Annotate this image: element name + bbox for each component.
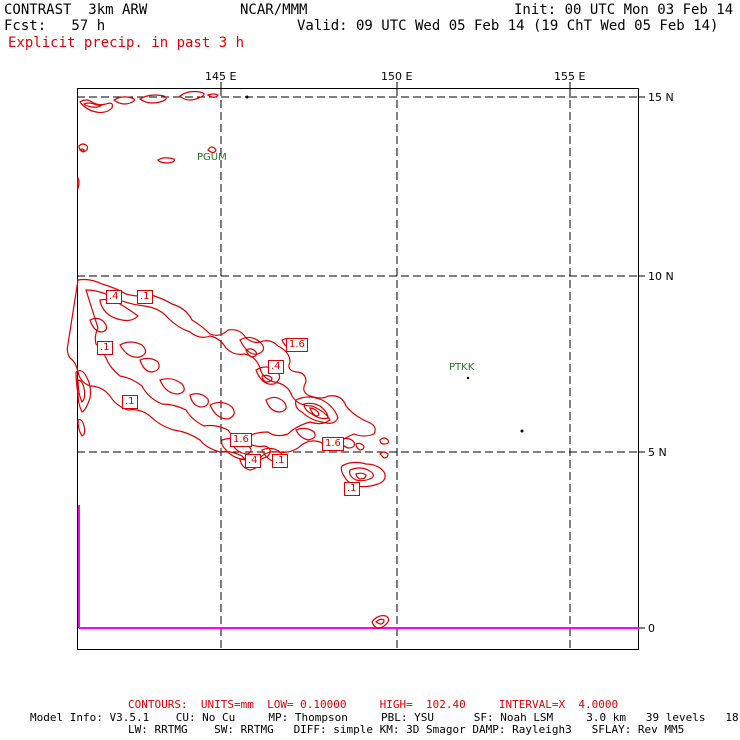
lat-label-0: 0	[648, 622, 655, 635]
lat-label-15: 15 N	[648, 91, 674, 104]
lat-label-5: 5 N	[648, 446, 667, 459]
contour-label: 1.6	[286, 338, 308, 352]
field-title: Explicit precip. in past 3 h	[8, 35, 245, 51]
model-info-physics: LW: RRTMG SW: RRTMG DIFF: simple KM: 3D …	[128, 723, 685, 736]
contour-info: CONTOURS: UNITS=mm LOW= 0.10000 HIGH= 10…	[128, 698, 619, 711]
graticule	[77, 88, 639, 650]
contour-label: .1	[137, 290, 153, 304]
lon-label-145: 145 E	[205, 70, 237, 83]
precip-contours	[66, 90, 390, 629]
lat-label-10: 10 N	[648, 270, 674, 283]
lon-label-155: 155 E	[554, 70, 586, 83]
contour-label: .4	[268, 360, 284, 374]
init-time: Init: 00 UTC Mon 03 Feb 14	[514, 2, 734, 18]
land-markers	[245, 95, 524, 433]
model-title: CONTRAST 3km ARW	[4, 2, 148, 18]
axis-ticks	[220, 82, 645, 629]
station-pgum: PGUM	[197, 152, 227, 163]
lon-label-150: 150 E	[381, 70, 413, 83]
forecast-hour: Fcst: 57 h	[4, 18, 106, 34]
station-ptkk: PTKK	[449, 362, 475, 373]
contour-label: 1.6	[322, 437, 344, 451]
map-frame	[77, 88, 639, 650]
contour-label: 1.6	[230, 433, 252, 447]
contour-label: .1	[272, 454, 288, 468]
valid-time: Valid: 09 UTC Wed 05 Feb 14 (19 ChT Wed …	[297, 18, 719, 34]
model-info: Model Info: V3.5.1 CU: No Cu MP: Thompso…	[30, 711, 740, 724]
contour-label: .1	[122, 395, 138, 409]
contour-label: .1	[344, 482, 360, 496]
center-name: NCAR/MMM	[240, 2, 308, 18]
contour-label: .4	[106, 290, 122, 304]
domain-boundary	[78, 505, 639, 629]
contour-label: .1	[97, 341, 113, 355]
contour-label: .4	[245, 454, 261, 468]
